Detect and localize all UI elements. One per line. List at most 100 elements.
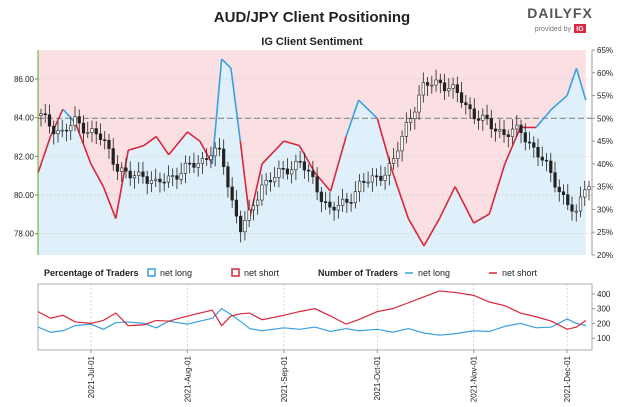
candlestick xyxy=(408,109,413,131)
x-tick-label: 2021-Nov-01 xyxy=(470,355,479,402)
sentiment-segment xyxy=(143,135,157,147)
candlestick xyxy=(345,192,349,213)
candle-body xyxy=(455,84,459,93)
candlestick xyxy=(281,160,285,179)
candle-body xyxy=(124,167,128,172)
x-tick-label: 2021-Dec-01 xyxy=(563,355,572,402)
candle-body xyxy=(421,82,425,96)
candle-body xyxy=(583,189,587,198)
candlestick xyxy=(502,119,506,143)
candle-body xyxy=(336,204,340,211)
left-tick-label: 80.00 xyxy=(14,191,35,200)
candlestick xyxy=(374,168,379,187)
candle-body xyxy=(154,178,158,181)
candle-body xyxy=(260,184,264,201)
candlestick xyxy=(145,170,149,195)
candlestick xyxy=(52,120,56,145)
candlestick xyxy=(39,108,43,127)
candle-body xyxy=(200,158,205,164)
candle-body xyxy=(404,122,408,137)
right-tick-label: 50% xyxy=(597,114,613,123)
candle-body xyxy=(217,147,222,150)
count-net-short-line xyxy=(37,290,587,330)
candlestick xyxy=(183,155,188,184)
candlestick xyxy=(230,177,234,208)
sentiment-segment xyxy=(566,67,578,96)
candle-body xyxy=(459,92,464,103)
candle-body xyxy=(464,102,468,105)
candle-body xyxy=(413,111,417,120)
candle-body xyxy=(498,129,502,132)
sentiment-segment xyxy=(186,131,201,142)
sentiment-segment xyxy=(473,213,490,224)
candlestick xyxy=(256,191,260,215)
candle-body xyxy=(417,94,421,113)
candlestick xyxy=(60,119,64,138)
candle-body xyxy=(481,114,485,121)
candlestick xyxy=(353,181,357,209)
candlestick xyxy=(69,116,73,141)
candlestick xyxy=(239,210,243,243)
right-tick-label: 65% xyxy=(597,46,613,55)
candle-body xyxy=(239,215,243,233)
candlestick xyxy=(587,180,591,201)
candlestick xyxy=(90,120,94,143)
candlestick xyxy=(349,193,353,212)
candle-body xyxy=(353,191,357,203)
candle-body xyxy=(256,199,260,206)
candle-body xyxy=(64,129,69,132)
candle-body xyxy=(188,162,192,165)
candlestick xyxy=(294,154,298,181)
candlestick xyxy=(540,146,544,167)
candle-body xyxy=(103,139,107,142)
candlestick xyxy=(400,130,404,162)
candlestick xyxy=(362,173,366,193)
candle-body xyxy=(179,173,183,180)
candle-body xyxy=(264,179,268,186)
candlestick xyxy=(442,73,447,100)
candle-body xyxy=(374,175,379,178)
candle-body xyxy=(115,164,120,172)
legend-net-long-label: net long xyxy=(160,268,192,278)
candlestick xyxy=(341,188,345,212)
main-plot xyxy=(37,50,592,255)
ig-badge-icon xyxy=(574,24,586,33)
candlestick xyxy=(455,76,459,103)
candle-body xyxy=(145,176,149,184)
left-tick-label: 82.00 xyxy=(14,152,35,161)
candlestick xyxy=(81,115,86,143)
sentiment-segment xyxy=(74,122,92,165)
sentiment-segment xyxy=(128,144,145,151)
candle-body xyxy=(307,169,311,172)
candlestick xyxy=(336,195,340,219)
candlestick xyxy=(264,173,268,196)
lower-tick-label: 200 xyxy=(597,319,611,328)
candlestick xyxy=(192,152,196,173)
candle-body xyxy=(60,129,64,132)
candle-body xyxy=(324,201,328,203)
candlestick xyxy=(570,196,574,221)
candle-body xyxy=(400,136,404,152)
lower-tick-label: 100 xyxy=(597,334,611,343)
sentiment-segment xyxy=(298,145,316,174)
x-tick-label: 2021-Sep-01 xyxy=(280,355,289,402)
x-tick-label: 2021-Aug-01 xyxy=(183,355,192,402)
candle-body xyxy=(506,134,510,137)
candlestick xyxy=(56,121,60,143)
candle-body xyxy=(120,167,124,172)
sentiment-segment xyxy=(90,163,105,188)
dailyfx-logo: DAILYFX provided by IG xyxy=(527,5,592,33)
candle-body xyxy=(81,122,86,134)
candlestick xyxy=(98,123,103,146)
candle-body xyxy=(56,130,60,135)
sentiment-segment xyxy=(199,140,213,165)
candle-body xyxy=(485,114,489,120)
candlestick xyxy=(209,146,213,169)
candle-body xyxy=(73,116,77,126)
candlestick xyxy=(64,123,69,142)
candle-body xyxy=(94,128,98,135)
candle-body xyxy=(52,125,56,135)
candle-body xyxy=(438,79,442,84)
left-tick-label: 84.00 xyxy=(14,114,35,123)
candlestick xyxy=(464,94,468,115)
